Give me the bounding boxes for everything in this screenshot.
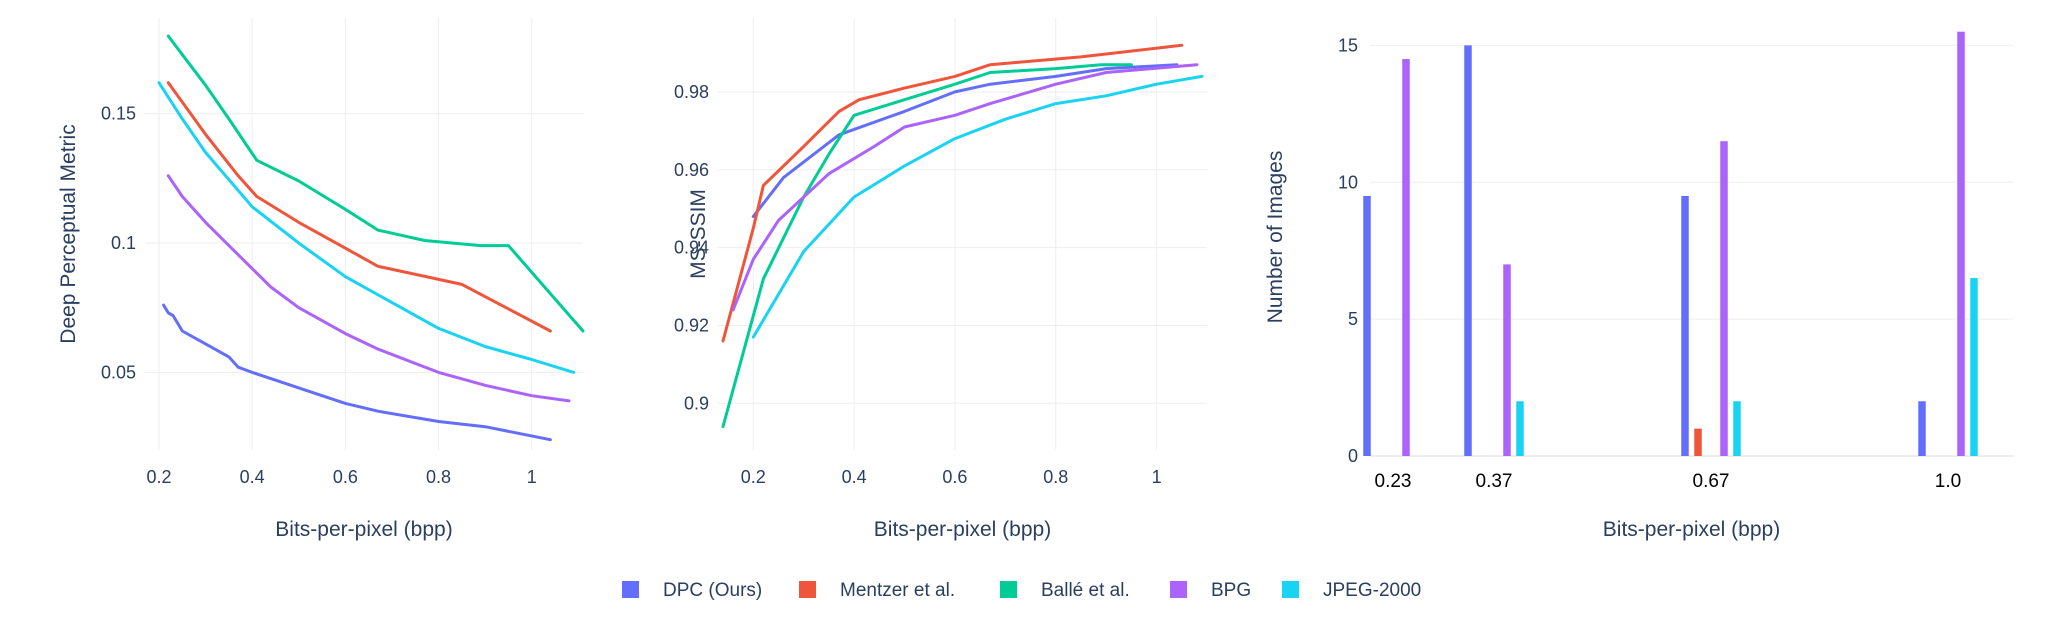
bar-bpg: [1503, 264, 1511, 456]
bar-jpeg-2000: [1733, 401, 1741, 456]
x-tick-label: 0.2: [146, 467, 171, 487]
y-axis-title: Number of Images: [1264, 151, 1287, 324]
bar-dpc-ours: [1363, 195, 1371, 456]
y-tick-label: 5: [1348, 309, 1358, 329]
y-tick-label: 0.98: [674, 82, 709, 102]
x-tick-label: 0.6: [333, 467, 358, 487]
legend-label: BPG: [1211, 580, 1251, 601]
legend-swatch: [799, 581, 816, 598]
x-axis-title: Bits-per-pixel (bpp): [1603, 518, 1780, 541]
legend-item-ball-et-al[interactable]: Ballé et al.: [1000, 580, 1130, 601]
x-axis-title: Bits-per-pixel (bpp): [275, 518, 452, 541]
y-tick-label: 0.92: [674, 315, 709, 335]
bar-bpg: [1402, 59, 1410, 456]
x-tick-label: 1: [1152, 467, 1162, 487]
y-tick-label: 0: [1348, 446, 1358, 466]
chart-number-of-images: 0 5 10 15 0.23 0.37 0.67 1.0 Bits-per-pixel (bpp…: [1264, 31, 2013, 541]
y-axis-title: MS-SSIM: [687, 189, 710, 279]
legend-label: DPC (Ours): [663, 580, 762, 601]
legend-item-mentzer-et-al[interactable]: Mentzer et al.: [799, 580, 955, 601]
legend-label: Mentzer et al.: [840, 580, 955, 601]
x-tick-label: 1: [527, 467, 537, 487]
x-tick-label: 0.6: [942, 467, 967, 487]
bar-dpc-ours: [1464, 45, 1472, 456]
bar-jpeg-2000: [1970, 278, 1978, 456]
series-line-dpc-ours: [162, 303, 552, 442]
y-tick-label: 0.1: [111, 233, 136, 253]
x-axis-title: Bits-per-pixel (bpp): [874, 518, 1051, 541]
x-tick-label: 0.4: [842, 467, 867, 487]
bar-jpeg-2000: [1516, 401, 1524, 456]
y-tick-label: 0.15: [101, 104, 136, 124]
series-line-mentzer-et-al: [166, 81, 552, 333]
series-line-jpeg-2000: [751, 74, 1204, 339]
legend: DPC (Ours) Mentzer et al. Ballé et al. BPG J…: [622, 580, 1421, 601]
x-tick-label: 0.67: [1693, 471, 1730, 492]
series-line-dpc-ours: [751, 63, 1179, 218]
y-tick-label: 10: [1338, 172, 1358, 192]
series-line-mentzer-et-al: [721, 43, 1184, 343]
x-tick-label: 0.2: [741, 467, 766, 487]
bar-bpg: [1720, 141, 1728, 456]
series-line-bpg: [166, 174, 571, 403]
bar-bpg: [1957, 31, 1965, 456]
bar-mentzer-et-al: [1694, 428, 1702, 456]
y-tick-label: 15: [1338, 35, 1358, 55]
x-tick-label: 0.8: [1043, 467, 1068, 487]
series-line-jpeg-2000: [157, 81, 576, 374]
x-tick-label: 0.37: [1476, 471, 1513, 492]
legend-label: Ballé et al.: [1041, 580, 1130, 601]
legend-swatch: [1170, 581, 1187, 598]
legend-label: JPEG-2000: [1323, 580, 1421, 601]
x-tick-label: 1.0: [1935, 471, 1961, 492]
y-axis-title: Deep Perceptual Metric: [57, 124, 80, 343]
legend-swatch: [622, 581, 639, 598]
series-line-bpg: [731, 63, 1199, 312]
y-tick-label: 0.05: [101, 362, 136, 382]
x-tick-label: 0.4: [240, 467, 265, 487]
legend-swatch: [1282, 581, 1299, 598]
legend-swatch: [1000, 581, 1017, 598]
bar-dpc-ours: [1681, 195, 1689, 456]
legend-item-dpc-ours[interactable]: DPC (Ours): [622, 580, 762, 601]
x-tick-label: 0.8: [426, 467, 451, 487]
series-line-ball-et-al: [166, 34, 585, 333]
y-tick-label: 0.9: [684, 393, 709, 413]
x-tick-label: 0.23: [1375, 471, 1412, 492]
y-tick-label: 0.96: [674, 160, 709, 180]
y-tick-label: 0.94: [674, 238, 709, 258]
chart-ms-ssim: 0.2 0.4 0.6 0.8 1 0.9 0.92 0.94 0.96 0.98 Bits-per…: [674, 18, 1207, 541]
bar-dpc-ours: [1918, 401, 1926, 456]
series-line-ball-et-al: [721, 63, 1133, 429]
legend-item-jpeg-2000[interactable]: JPEG-2000: [1282, 580, 1421, 601]
legend-item-bpg[interactable]: BPG: [1170, 580, 1251, 601]
chart-deep-perceptual-metric: 0.2 0.4 0.6 0.8 1 0.05 0.1 0.15 Bits-per-pixel (…: [57, 18, 585, 541]
